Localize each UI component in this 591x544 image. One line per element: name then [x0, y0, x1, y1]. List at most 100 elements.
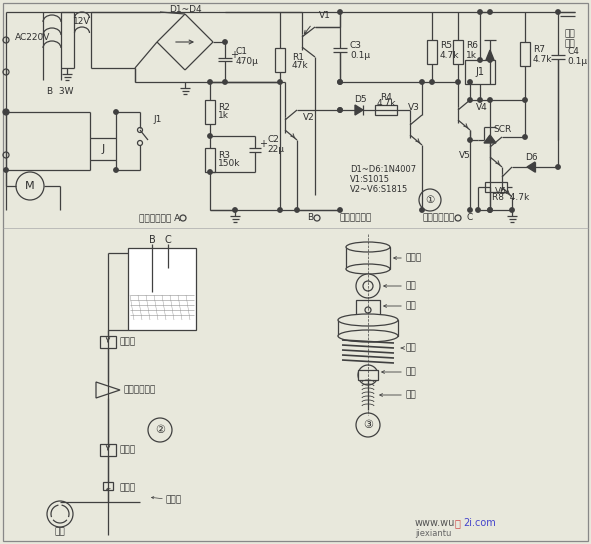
Circle shape: [476, 208, 480, 212]
Text: 橡皮套: 橡皮套: [406, 254, 422, 263]
Circle shape: [356, 413, 380, 437]
Circle shape: [223, 40, 227, 44]
Bar: [100, 336, 116, 348]
Bar: [356, 300, 380, 320]
Circle shape: [365, 307, 371, 313]
Text: ①: ①: [426, 195, 434, 205]
Text: SCR: SCR: [493, 126, 511, 134]
Text: 水泵: 水泵: [54, 528, 66, 536]
Text: 22μ: 22μ: [267, 145, 284, 154]
Text: +: +: [259, 139, 267, 149]
Bar: [375, 105, 397, 115]
Text: 4.7k: 4.7k: [376, 98, 396, 108]
Circle shape: [208, 134, 212, 138]
Circle shape: [356, 274, 380, 298]
Text: jiexiantu: jiexiantu: [415, 529, 452, 537]
Text: www.wu: www.wu: [415, 518, 456, 528]
Circle shape: [338, 80, 342, 84]
Circle shape: [338, 208, 342, 212]
Circle shape: [208, 170, 212, 174]
Circle shape: [338, 108, 342, 112]
Text: V4: V4: [476, 102, 488, 112]
Circle shape: [364, 371, 372, 379]
Circle shape: [358, 365, 378, 385]
Circle shape: [338, 10, 342, 14]
Text: C2: C2: [267, 135, 279, 145]
Text: R2: R2: [218, 103, 230, 113]
Text: 单向阀: 单向阀: [120, 446, 136, 454]
Bar: [338, 320, 398, 336]
Text: 4.7k: 4.7k: [440, 52, 459, 60]
Circle shape: [488, 208, 492, 212]
Text: V1: V1: [319, 11, 331, 21]
Text: 止阀: 止阀: [406, 343, 417, 353]
Text: C: C: [165, 235, 171, 245]
Circle shape: [456, 80, 460, 84]
Bar: [520, 42, 530, 66]
Text: D6: D6: [525, 153, 537, 163]
Text: C3: C3: [350, 40, 362, 50]
Bar: [103, 482, 113, 490]
Circle shape: [4, 168, 8, 172]
Bar: [100, 444, 116, 456]
Bar: [485, 182, 507, 192]
Text: 0.1μ: 0.1μ: [350, 51, 370, 59]
Polygon shape: [96, 382, 120, 398]
Text: V1:S1015: V1:S1015: [350, 176, 390, 184]
Text: 雅: 雅: [455, 518, 461, 528]
Bar: [358, 370, 378, 380]
Text: C1: C1: [236, 47, 248, 57]
Text: 针孔: 针孔: [406, 301, 417, 311]
Text: 12V: 12V: [73, 17, 91, 27]
Text: 螺帽: 螺帽: [406, 281, 417, 290]
Text: ②: ②: [155, 425, 165, 435]
Circle shape: [556, 10, 560, 14]
Text: V2~V6:S1815: V2~V6:S1815: [350, 186, 408, 195]
Circle shape: [148, 418, 172, 442]
Text: 接高水位电极: 接高水位电极: [423, 213, 455, 222]
Circle shape: [523, 98, 527, 102]
Bar: [427, 40, 437, 64]
Text: 1k: 1k: [218, 112, 229, 121]
Text: D1~D4: D1~D4: [168, 5, 202, 15]
Text: R7: R7: [533, 46, 545, 54]
Text: 接未水感应极 A: 接未水感应极 A: [139, 213, 180, 222]
Text: 螺帽: 螺帽: [406, 368, 417, 376]
Text: R1: R1: [292, 53, 304, 61]
Bar: [453, 40, 463, 64]
Text: 接低水位电极: 接低水位电极: [340, 213, 372, 222]
Text: V2: V2: [303, 113, 315, 121]
Text: D1~D6:1N4007: D1~D6:1N4007: [350, 165, 416, 175]
Bar: [205, 148, 215, 172]
Text: M: M: [25, 181, 35, 191]
Circle shape: [223, 80, 227, 84]
Polygon shape: [355, 105, 363, 115]
Text: R6: R6: [466, 41, 478, 51]
Text: V5: V5: [459, 151, 471, 159]
Circle shape: [468, 98, 472, 102]
Circle shape: [363, 281, 373, 291]
Text: B: B: [148, 235, 155, 245]
Circle shape: [278, 208, 282, 212]
Circle shape: [468, 138, 472, 142]
Circle shape: [488, 208, 492, 212]
Circle shape: [278, 80, 282, 84]
Polygon shape: [527, 162, 535, 172]
Circle shape: [420, 208, 424, 212]
Text: 150k: 150k: [218, 159, 241, 169]
Text: V3: V3: [408, 103, 420, 113]
Circle shape: [488, 10, 492, 14]
Bar: [346, 247, 390, 269]
Text: C4: C4: [567, 47, 579, 57]
Circle shape: [468, 80, 472, 84]
Text: R3: R3: [218, 151, 230, 160]
Text: AC220V: AC220V: [15, 34, 50, 42]
Text: 470μ: 470μ: [236, 58, 259, 66]
Circle shape: [523, 135, 527, 139]
Text: 感应阀: 感应阀: [120, 484, 136, 492]
Circle shape: [556, 165, 560, 169]
Text: R4: R4: [380, 92, 392, 102]
Circle shape: [420, 80, 424, 84]
Text: B: B: [307, 213, 313, 222]
Text: 2i.com: 2i.com: [463, 518, 496, 528]
